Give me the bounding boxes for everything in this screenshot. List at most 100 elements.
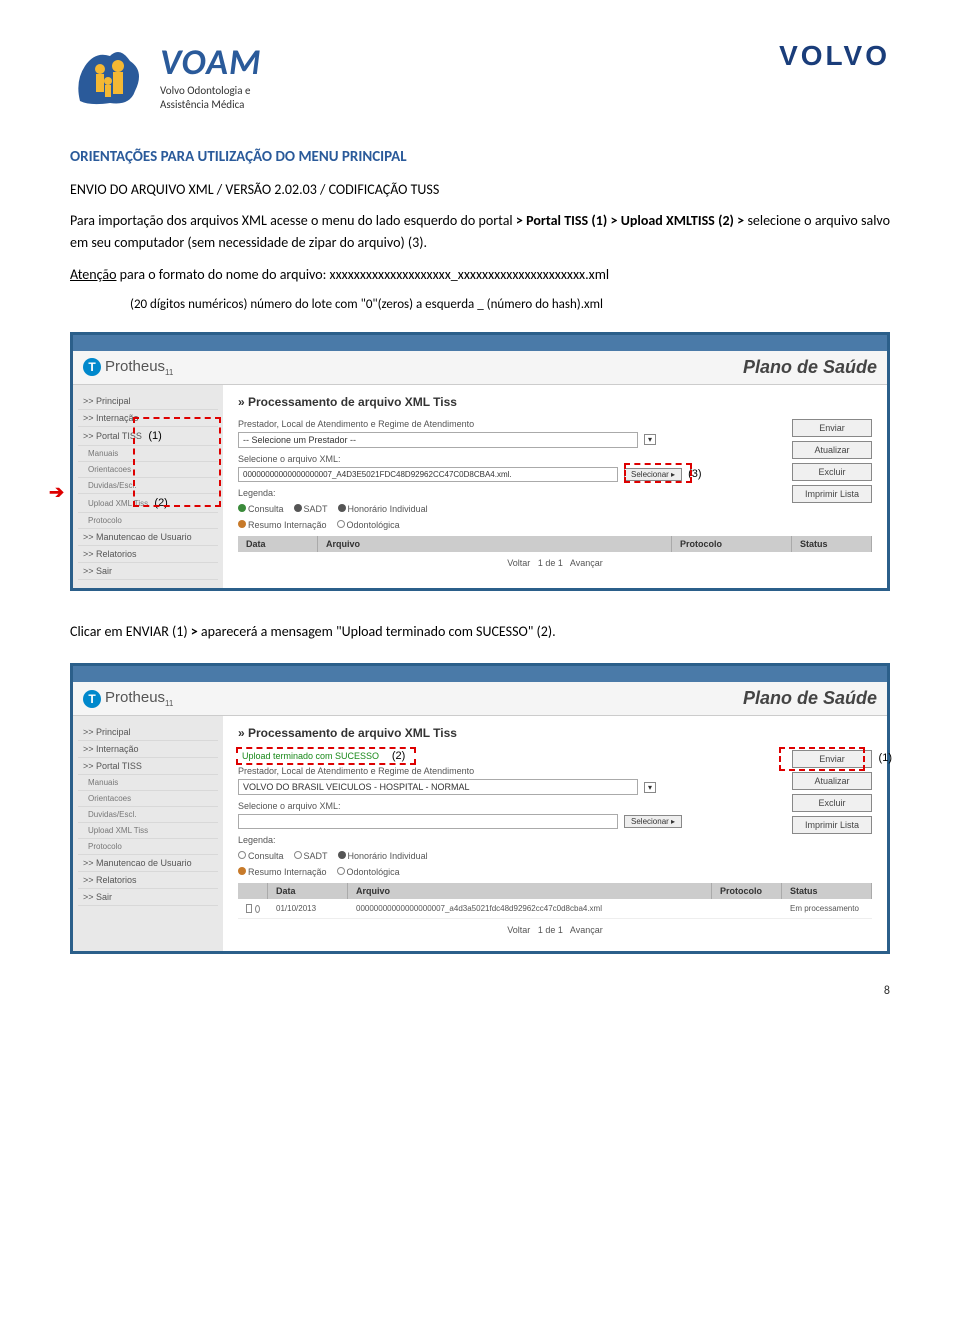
protheus-text: Protheus11 [105, 358, 173, 377]
legenda-label: Legenda: [238, 488, 767, 498]
protheus-version: 11 [165, 368, 173, 377]
row-checkbox[interactable] [246, 904, 252, 913]
ss2-callout-2: (2) [392, 750, 405, 762]
para4-c: aparecerá a mensagem "Upload terminado c… [201, 623, 556, 640]
ss2-pager-prev[interactable]: Voltar [507, 925, 530, 935]
sidebar-orientacoes[interactable]: Orientacoes [78, 462, 218, 478]
plano-saude-label-2: Plano de Saúde [743, 688, 877, 709]
table-row: 01/10/2013 00000000000000000007_a4d3a502… [238, 899, 872, 919]
paragraph-4: Clicar em ENVIAR (1) > aparecerá a mensa… [70, 621, 890, 643]
ss2-sidebar-duvidas[interactable]: Duvidas/Escl. [78, 807, 218, 823]
ss2-selecionar-label: Selecionar [631, 817, 669, 826]
ss2-dot-sadt [294, 851, 302, 859]
page-subtitle: ENVIO DO ARQUIVO XML / VERSÃO 2.02.03 / … [70, 181, 890, 198]
ss2-sidebar-manuais[interactable]: Manuais [78, 775, 218, 791]
ss2-legenda-row-1: Consulta SADT Honorário Individual [238, 851, 767, 861]
ss2-dot-honorario [338, 851, 346, 859]
selecionar-button[interactable]: Selecionar ▸ [624, 468, 682, 481]
leg-resumo: Resumo Internação [248, 520, 327, 530]
sidebar-sair[interactable]: >> Sair [78, 563, 218, 580]
sidebar-manuais[interactable]: Manuais [78, 446, 218, 462]
sidebar-manutencao[interactable]: >> Manutencao de Usuario [78, 529, 218, 546]
enviar-button[interactable]: Enviar [792, 419, 872, 437]
ss2-sidebar: >> Principal >> Internação >> Portal TIS… [73, 716, 223, 951]
excluir-button[interactable]: Excluir [792, 463, 872, 481]
sidebar-portal-tiss[interactable]: >> Portal TISS (1) [78, 427, 218, 446]
ss2-sidebar-principal[interactable]: >> Principal [78, 724, 218, 741]
ss2-xml-file-input[interactable] [238, 814, 618, 829]
imprimir-button[interactable]: Imprimir Lista [792, 485, 872, 503]
ss2-leg-resumo: Resumo Internação [248, 867, 327, 877]
ss1-main: » Processamento de arquivo XML Tiss Pres… [223, 385, 887, 588]
header-logos: VOAM Volvo Odontologia e Assistência Méd… [70, 40, 890, 113]
sidebar-upload[interactable]: Upload XML Tiss (2) [78, 494, 218, 513]
ss1-main-title: » Processamento de arquivo XML Tiss [238, 395, 872, 409]
ss2-excluir-button[interactable]: Excluir [792, 794, 872, 812]
ss2-pager-next[interactable]: Avançar [570, 925, 603, 935]
pager-prev[interactable]: Voltar [507, 558, 530, 568]
dropdown-arrow-icon[interactable]: ▾ [644, 434, 656, 445]
ss2-table-header: Data Arquivo Protocolo Status [238, 883, 872, 899]
ss2-imprimir-button[interactable]: Imprimir Lista [792, 816, 872, 834]
table-header: Data Arquivo Protocolo Status [238, 536, 872, 552]
row-file: 00000000000000000007_a4d3a5021fdc48d9296… [348, 902, 712, 915]
ss2-dropdown-arrow-icon[interactable]: ▾ [644, 782, 656, 793]
sidebar-relatorios[interactable]: >> Relatorios [78, 546, 218, 563]
para4-a: Clicar em ENVIAR (1) [70, 623, 191, 640]
ss2-enviar-button[interactable]: Enviar [792, 750, 872, 768]
ss2-sidebar-internacao[interactable]: >> Internação [78, 741, 218, 758]
protheus-brand: T Protheus11 [83, 358, 173, 377]
ss2-th-status: Status [782, 883, 872, 899]
ss2-sidebar-orientacoes[interactable]: Orientacoes [78, 791, 218, 807]
ss2-atualizar-button[interactable]: Atualizar [792, 772, 872, 790]
ss2-sidebar-portal-tiss[interactable]: >> Portal TISS [78, 758, 218, 775]
atualizar-button[interactable]: Atualizar [792, 441, 872, 459]
ss2-selecionar-button[interactable]: Selecionar ▸ [624, 815, 682, 828]
row-status: Em processamento [782, 902, 872, 915]
ss2-dot-consulta [238, 851, 246, 859]
ss2-leg-consulta: Consulta [248, 851, 284, 861]
callout-2: (2) [154, 497, 167, 509]
xml-file-input[interactable]: 00000000000000000007_A4D3E5021FDC48D9296… [238, 467, 618, 482]
pager-next[interactable]: Avançar [570, 558, 603, 568]
ss2-sidebar-manutencao[interactable]: >> Manutencao de Usuario [78, 855, 218, 872]
sidebar-internacao[interactable]: >> Internação [78, 410, 218, 427]
sidebar-principal[interactable]: >> Principal [78, 393, 218, 410]
volvo-logo: VOLVO [779, 40, 890, 72]
ss2-th-protocolo: Protocolo [712, 883, 782, 899]
para1-bold: > Portal TISS (1) > Upload XMLTISS (2) > [516, 212, 744, 229]
th-data: Data [238, 536, 318, 552]
row-radio[interactable] [255, 905, 260, 913]
ss1-header-bar: T Protheus11 Plano de Saúde [73, 351, 887, 385]
voam-subtitle-1: Volvo Odontologia e [160, 84, 261, 98]
sidebar-duvidas[interactable]: Duvidas/Escl. [78, 478, 218, 494]
success-message: Upload terminado com SUCESSO [238, 749, 383, 763]
ss2-window-chrome [73, 666, 887, 682]
ss2-sidebar-sair[interactable]: >> Sair [78, 889, 218, 906]
ss2-header-bar: T Protheus11 Plano de Saúde [73, 682, 887, 716]
ss2-dot-resumo [238, 867, 246, 875]
legenda-row-2: Resumo Internação Odontológica [238, 520, 767, 530]
ss2-sidebar-relatorios[interactable]: >> Relatorios [78, 872, 218, 889]
ss2-sidebar-protocolo[interactable]: Protocolo [78, 839, 218, 855]
selecionar-label: Selecionar [631, 470, 669, 479]
voam-logo: VOAM Volvo Odontologia e Assistência Méd… [70, 40, 261, 113]
select-prestador[interactable]: -- Selecione um Prestador -- [238, 432, 638, 448]
legenda-row-1: Consulta SADT Honorário Individual [238, 504, 767, 514]
page-title: ORIENTAÇÕES PARA UTILIZAÇÃO DO MENU PRIN… [70, 148, 890, 166]
dot-sadt [294, 504, 302, 512]
ss2-th-blank [238, 883, 268, 899]
screenshot-1: T Protheus11 Plano de Saúde >> Principal… [70, 332, 890, 591]
form-label-xml: Selecione o arquivo XML: [238, 454, 767, 464]
ss2-sidebar-upload[interactable]: Upload XML Tiss [78, 823, 218, 839]
ss2-th-arquivo: Arquivo [348, 883, 712, 899]
ss2-select-prestador[interactable]: VOLVO DO BRASIL VEICULOS - HOSPITAL - NO… [238, 779, 638, 795]
row-date: 01/10/2013 [268, 902, 348, 915]
para1-text-a: Para importação dos arquivos XML acesse … [70, 212, 516, 229]
callout-1: (1) [148, 430, 161, 442]
screenshot-2: T Protheus11 Plano de Saúde >> Principal… [70, 663, 890, 954]
sidebar-upload-label: Upload XML Tiss [88, 499, 148, 508]
sidebar-protocolo[interactable]: Protocolo [78, 513, 218, 529]
ss2-content: >> Principal >> Internação >> Portal TIS… [73, 716, 887, 951]
ss2-leg-sadt: SADT [304, 851, 328, 861]
